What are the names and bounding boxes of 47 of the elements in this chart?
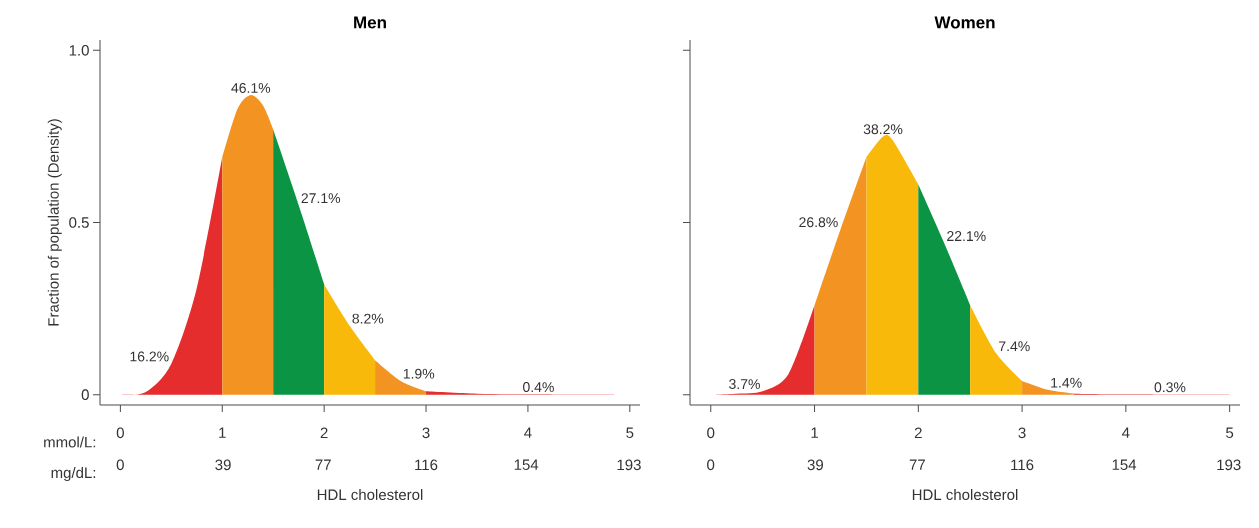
x-tick-label: 0 [707, 427, 715, 439]
x2-tick-label: 116 [1011, 459, 1034, 471]
y-tick-label: 0 [81, 389, 89, 400]
x2-tick-label: 39 [215, 459, 231, 471]
x2-tick-label: 0 [707, 459, 715, 471]
x2-tick-label: 116 [415, 459, 438, 471]
x2-tick-label: 193 [1217, 459, 1241, 471]
x2-tick-label: 193 [617, 459, 641, 471]
annotation: 46.1% [231, 82, 271, 93]
x2-tick-label: 154 [1112, 459, 1137, 470]
x-axis-title: HDL cholesterol [912, 489, 1018, 501]
x-tick-label: 5 [1226, 427, 1234, 438]
chart-title: Men [354, 16, 386, 29]
x-tick-label: 4 [1122, 427, 1130, 438]
annotation: 1.4% [1051, 377, 1082, 388]
annotation: 26.8% [799, 217, 838, 228]
x-tick-label: 1 [219, 427, 226, 438]
x-tick-label: 2 [320, 427, 328, 439]
x-tick-label: 3 [1018, 427, 1026, 439]
x-tick-label: 2 [914, 427, 922, 439]
annotation: 8.2% [352, 313, 384, 324]
annotation: 0.3% [1154, 382, 1186, 393]
y-axis-title: Fraction of population (Density) [47, 119, 62, 326]
x-tick-label: 4 [524, 427, 532, 438]
x-tick-label: 3 [422, 427, 430, 439]
annotation: 7.4% [999, 341, 1030, 352]
x2-tick-label: 0 [116, 459, 124, 471]
x-axis-title: HDL cholesterol [317, 489, 423, 501]
x-tick-label: 1 [811, 427, 818, 438]
chart-title: Women [934, 16, 995, 29]
text: mmol/L: [44, 436, 96, 448]
x2-tick-label: 39 [807, 459, 823, 471]
x2-tick-label: 154 [514, 459, 539, 470]
y-tick-label: 1.0 [69, 45, 89, 56]
annotation: 27.1% [301, 193, 341, 204]
annotation: 16.2% [130, 351, 169, 362]
annotation: 1.9% [403, 368, 435, 379]
x2-tick-label: 77 [315, 459, 331, 470]
x-tick-label: 0 [116, 427, 124, 439]
annotation: 22.1% [947, 231, 986, 241]
text: mg/dL: [51, 467, 96, 481]
y-tick-label: 0.5 [69, 217, 89, 228]
annotation: 3.7% [729, 379, 760, 390]
x-tick-label: 5 [626, 427, 634, 438]
annotation: 38.2% [863, 124, 903, 135]
x2-tick-label: 77 [909, 459, 925, 470]
annotation: 0.4% [523, 382, 554, 393]
